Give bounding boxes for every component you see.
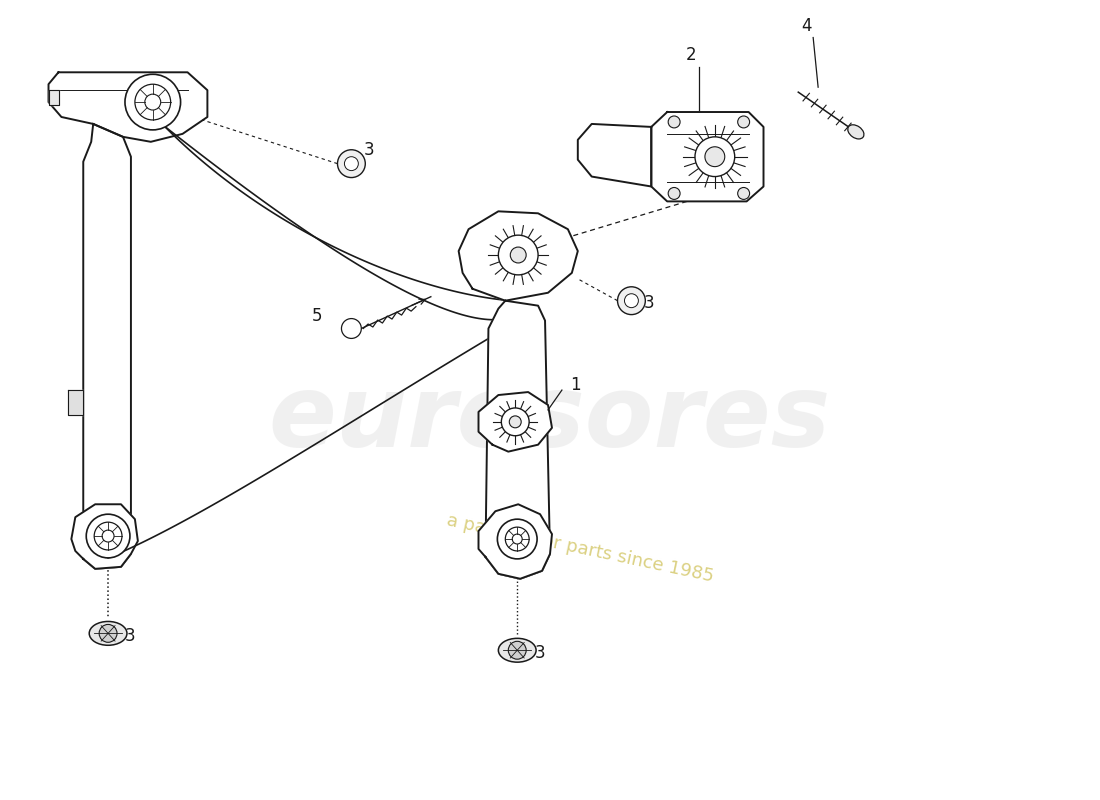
- Polygon shape: [48, 90, 59, 105]
- Circle shape: [695, 137, 735, 177]
- Text: 3: 3: [125, 627, 135, 646]
- Polygon shape: [578, 124, 651, 186]
- Circle shape: [513, 534, 522, 544]
- Circle shape: [135, 84, 170, 120]
- Polygon shape: [478, 504, 552, 578]
- Polygon shape: [485, 301, 550, 578]
- Circle shape: [510, 247, 526, 263]
- Circle shape: [102, 530, 114, 542]
- Circle shape: [505, 527, 529, 551]
- Circle shape: [705, 146, 725, 166]
- Circle shape: [145, 94, 161, 110]
- Polygon shape: [478, 392, 552, 452]
- Circle shape: [341, 318, 361, 338]
- Text: 1: 1: [570, 376, 581, 394]
- Circle shape: [86, 514, 130, 558]
- Text: 3: 3: [644, 294, 654, 312]
- Circle shape: [497, 519, 537, 559]
- Circle shape: [509, 416, 521, 428]
- Ellipse shape: [498, 638, 536, 662]
- Text: 4: 4: [801, 17, 812, 34]
- Text: 3: 3: [363, 141, 374, 158]
- Text: a passion for parts since 1985: a passion for parts since 1985: [444, 512, 715, 586]
- Circle shape: [668, 187, 680, 199]
- Polygon shape: [459, 211, 578, 301]
- Circle shape: [617, 286, 646, 314]
- Text: eurosores: eurosores: [268, 371, 832, 468]
- Ellipse shape: [89, 622, 127, 646]
- Circle shape: [125, 74, 180, 130]
- Circle shape: [668, 116, 680, 128]
- Circle shape: [99, 625, 117, 642]
- Circle shape: [625, 294, 638, 308]
- Text: 2: 2: [685, 46, 696, 64]
- Polygon shape: [68, 390, 84, 415]
- Text: 5: 5: [311, 306, 322, 325]
- Circle shape: [502, 408, 529, 436]
- Circle shape: [344, 157, 359, 170]
- Circle shape: [738, 116, 749, 128]
- Text: 3: 3: [535, 644, 546, 662]
- Polygon shape: [84, 124, 131, 569]
- Circle shape: [338, 150, 365, 178]
- Polygon shape: [48, 72, 208, 142]
- Polygon shape: [651, 112, 763, 202]
- Circle shape: [498, 235, 538, 275]
- Polygon shape: [72, 504, 138, 569]
- Ellipse shape: [848, 125, 864, 139]
- Circle shape: [508, 642, 526, 659]
- Circle shape: [95, 522, 122, 550]
- Circle shape: [738, 187, 749, 199]
